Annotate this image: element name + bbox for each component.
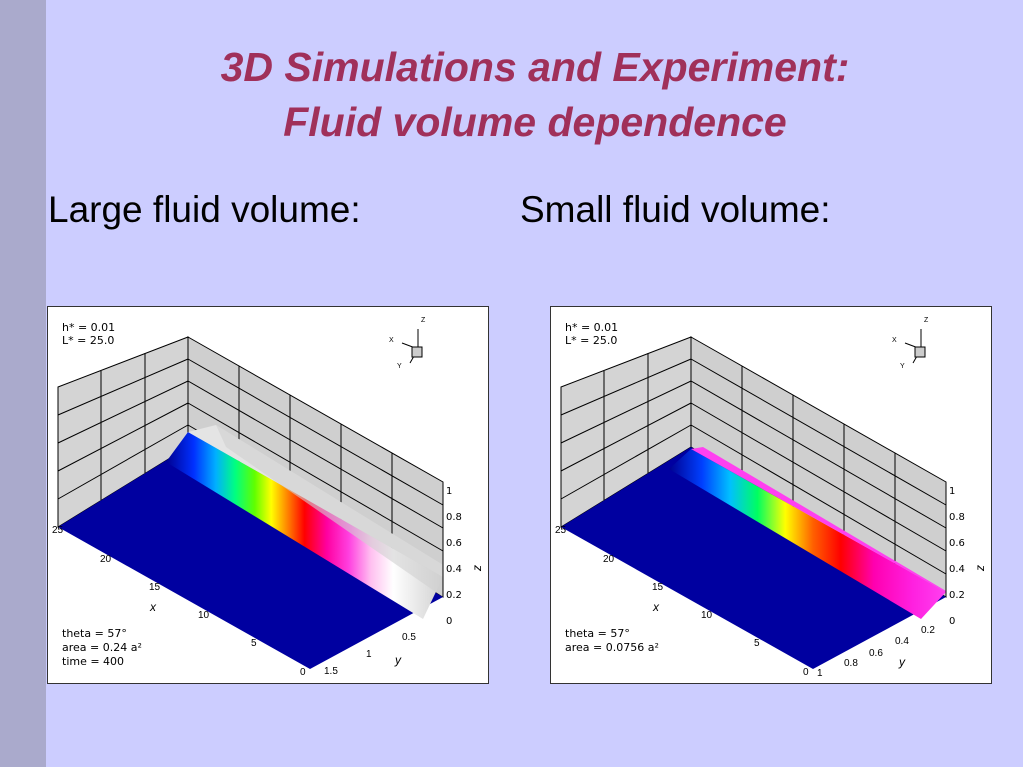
simulation-plot-large: h* = 0.01 L* = 25.0 Z X Y 1 0.8 0.6 0.4 … [47,306,489,684]
z-tick: 0 [949,616,956,627]
info-top: h* = 0.01 L* = 25.0 [565,321,618,347]
x-tick: 5 [251,638,257,649]
x-tick: 15 [149,582,161,593]
axis-triad: Z X Y [388,317,432,379]
droplet-surface [166,432,443,619]
y-tick: 1 [366,649,372,660]
floor-surface [58,447,443,669]
triad-z: Z [924,317,929,324]
triad-y: Y [900,363,905,370]
z-tick: 1 [949,486,956,497]
z-tick: 0.4 [446,564,462,575]
x-tick: 10 [198,610,210,621]
axis-triad: Z X Y [891,317,935,379]
x-tick: 0 [300,667,306,678]
slide-side-bar [0,0,46,767]
x-tick: 25 [555,525,567,536]
y-tick: 1.5 [324,666,338,677]
triad-y: Y [397,363,402,370]
z-axis-ticks: 1 0.8 0.6 0.4 0.2 0 [446,479,462,635]
info-h: h* = 0.01 [62,321,116,334]
info-area: area = 0.0756 a² [565,641,659,654]
z-tick: 0.6 [446,538,462,549]
y-axis-label: y [395,653,401,667]
z-tick: 0.4 [949,564,965,575]
slide-title-line1: 3D Simulations and Experiment: [220,44,850,90]
y-tick: 0.6 [869,648,883,659]
caption-small-fluid: Small fluid volume: [520,189,831,230]
droplet-surface [669,449,946,619]
z-tick: 0.8 [949,512,965,523]
z-tick: 0.2 [949,590,965,601]
y-axis-label: y [899,655,905,669]
info-L: L* = 25.0 [565,334,618,347]
x-axis-label: x [653,600,659,614]
triad-x: X [892,337,897,344]
z-tick: 0.6 [949,538,965,549]
info-theta: theta = 57° [62,627,127,640]
x-tick: 15 [652,582,664,593]
x-tick: 0 [803,667,809,678]
z-tick: 1 [446,486,453,497]
z-tick: 0.8 [446,512,462,523]
triad-z: Z [421,317,426,324]
info-area: area = 0.24 a² [62,641,142,654]
x-tick: 20 [603,554,615,565]
info-top: h* = 0.01 L* = 25.0 [62,321,115,347]
y-tick: 0.8 [844,658,858,669]
info-bottom: theta = 57° area = 0.0756 a² [565,627,659,655]
z-axis-label: z [973,565,987,571]
slide-title-line2: Fluid volume dependence [283,99,787,145]
z-tick: 0.2 [446,590,462,601]
x-tick: 5 [754,638,760,649]
y-tick: 0.5 [402,632,416,643]
y-tick: 0.4 [895,636,909,647]
y-tick: 1 [817,668,823,679]
z-axis-ticks: 1 0.8 0.6 0.4 0.2 0 [949,479,965,635]
x-tick: 25 [52,525,64,536]
info-h: h* = 0.01 [565,321,619,334]
x-tick: 10 [701,610,713,621]
info-theta: theta = 57° [565,627,630,640]
simulation-plot-small: h* = 0.01 L* = 25.0 Z X Y 1 0.8 0.6 0.4 … [550,306,992,684]
x-tick: 20 [100,554,112,565]
x-axis-label: x [150,600,156,614]
z-tick: 0 [446,616,453,627]
triad-x: X [389,337,394,344]
info-L: L* = 25.0 [62,334,115,347]
info-bottom: theta = 57° area = 0.24 a² time = 400 [62,627,142,669]
info-time: time = 400 [62,655,125,668]
caption-large-fluid: Large fluid volume: [48,189,361,230]
z-axis-label: z [470,565,484,571]
y-tick: 0.2 [921,625,935,636]
floor-surface [561,447,946,669]
